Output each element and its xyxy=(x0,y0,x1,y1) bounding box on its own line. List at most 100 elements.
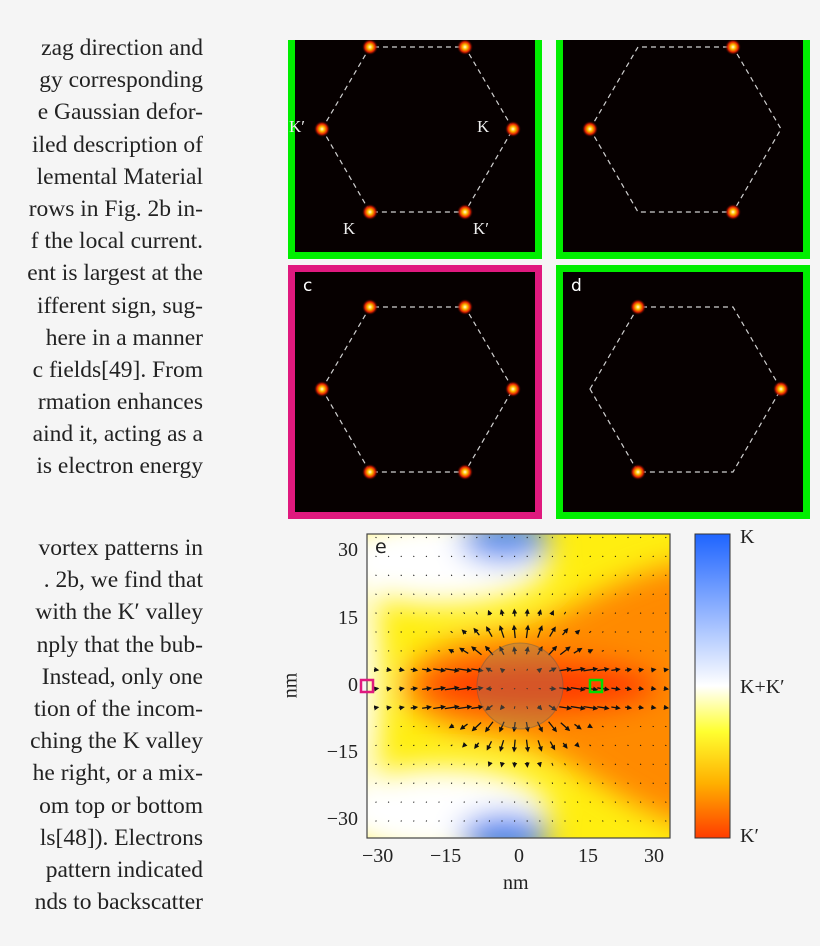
current-arrow xyxy=(576,574,579,577)
current-arrow xyxy=(400,555,402,558)
current-arrow xyxy=(422,704,432,711)
current-arrow xyxy=(564,763,566,766)
current-arrow xyxy=(473,627,480,636)
colorbar-label-kprime: K′ xyxy=(740,825,759,847)
current-arrow xyxy=(463,593,465,595)
current-arrow xyxy=(537,645,543,656)
current-arrow xyxy=(487,609,493,616)
current-arrow xyxy=(589,763,591,766)
current-arrow xyxy=(638,667,645,673)
current-arrow xyxy=(589,801,591,803)
current-arrow xyxy=(450,612,453,614)
current-arrow xyxy=(627,763,629,766)
valley-spot-bottom-right xyxy=(725,204,741,220)
current-arrow xyxy=(471,704,484,710)
text-line: he right, or a mix- xyxy=(32,760,203,787)
current-arrow xyxy=(511,624,517,639)
current-arrow xyxy=(387,820,390,822)
current-arrow xyxy=(639,612,642,614)
current-arrow xyxy=(652,801,654,803)
x-tick: −15 xyxy=(430,845,462,867)
current-arrow xyxy=(375,574,377,577)
current-arrow xyxy=(614,763,617,766)
current-arrow xyxy=(548,645,558,656)
current-arrow xyxy=(413,574,415,577)
current-arrow xyxy=(463,782,465,784)
current-arrow xyxy=(627,574,629,577)
current-arrow xyxy=(450,782,453,784)
current-arrow xyxy=(444,685,460,691)
current-arrow xyxy=(614,744,617,747)
current-arrow xyxy=(536,721,543,733)
current-arrow xyxy=(457,667,473,673)
current-arrow xyxy=(375,536,377,539)
current-arrow xyxy=(444,667,460,673)
current-arrow xyxy=(375,593,377,595)
current-arrow xyxy=(589,536,591,539)
current-arrow xyxy=(570,686,586,692)
y-tick: 0 xyxy=(348,674,358,696)
current-arrow xyxy=(387,763,390,766)
current-arrow xyxy=(438,801,440,803)
current-arrow xyxy=(487,761,493,767)
current-arrow xyxy=(512,646,518,655)
current-arrow xyxy=(438,593,440,595)
x-tick: 15 xyxy=(578,845,598,867)
current-arrow xyxy=(448,723,455,729)
current-arrow xyxy=(614,593,617,595)
current-arrow xyxy=(413,536,415,539)
current-arrow xyxy=(597,666,610,673)
current-arrow xyxy=(651,685,657,691)
valley-spot-bottom-right xyxy=(457,464,473,480)
current-arrow xyxy=(536,667,543,674)
valley-spot-right xyxy=(505,381,521,397)
current-arrow xyxy=(438,574,440,577)
current-arrow xyxy=(485,721,494,733)
current-arrow xyxy=(627,555,629,558)
valley-spot-bottom-left xyxy=(630,464,646,480)
current-arrow xyxy=(652,574,654,577)
current-arrow xyxy=(602,782,604,784)
current-arrow xyxy=(422,686,432,692)
current-arrow xyxy=(562,742,568,749)
current-arrow xyxy=(559,646,571,656)
current-arrow xyxy=(471,722,482,732)
current-arrow xyxy=(413,612,415,614)
current-arrow xyxy=(400,801,402,803)
current-arrow xyxy=(639,801,642,803)
current-arrow xyxy=(583,705,599,711)
current-arrow xyxy=(413,631,415,633)
current-arrow xyxy=(398,667,405,673)
current-arrow xyxy=(375,820,377,822)
x-tick: 0 xyxy=(514,845,524,867)
text-line: vortex patterns in xyxy=(38,535,203,561)
current-arrow xyxy=(375,612,377,614)
current-arrow xyxy=(387,555,390,558)
current-arrow xyxy=(627,801,629,803)
current-arrow xyxy=(601,631,604,633)
heatmap-blue-top xyxy=(460,534,550,562)
x-tick: 30 xyxy=(644,845,664,867)
text-line: ching the K valley xyxy=(30,728,203,755)
current-arrow xyxy=(639,536,642,539)
current-arrow xyxy=(475,611,478,615)
current-arrow xyxy=(524,624,531,639)
current-arrow xyxy=(410,705,419,711)
current-arrow xyxy=(564,782,566,784)
text-line: zag direction and xyxy=(41,35,203,61)
current-arrow xyxy=(471,667,484,673)
y-tick: 15 xyxy=(338,607,358,629)
current-arrow xyxy=(560,722,571,732)
quiver-arrows xyxy=(373,536,670,822)
current-arrow xyxy=(549,610,555,616)
heatmap-white-bottom xyxy=(367,767,550,838)
y-tick: −30 xyxy=(326,808,358,830)
current-arrow xyxy=(639,593,642,595)
current-arrow xyxy=(611,667,621,673)
current-arrow xyxy=(425,555,428,558)
current-arrow xyxy=(614,801,617,803)
current-arrow xyxy=(652,536,654,539)
current-arrow xyxy=(587,649,594,654)
current-arrow xyxy=(413,763,415,766)
